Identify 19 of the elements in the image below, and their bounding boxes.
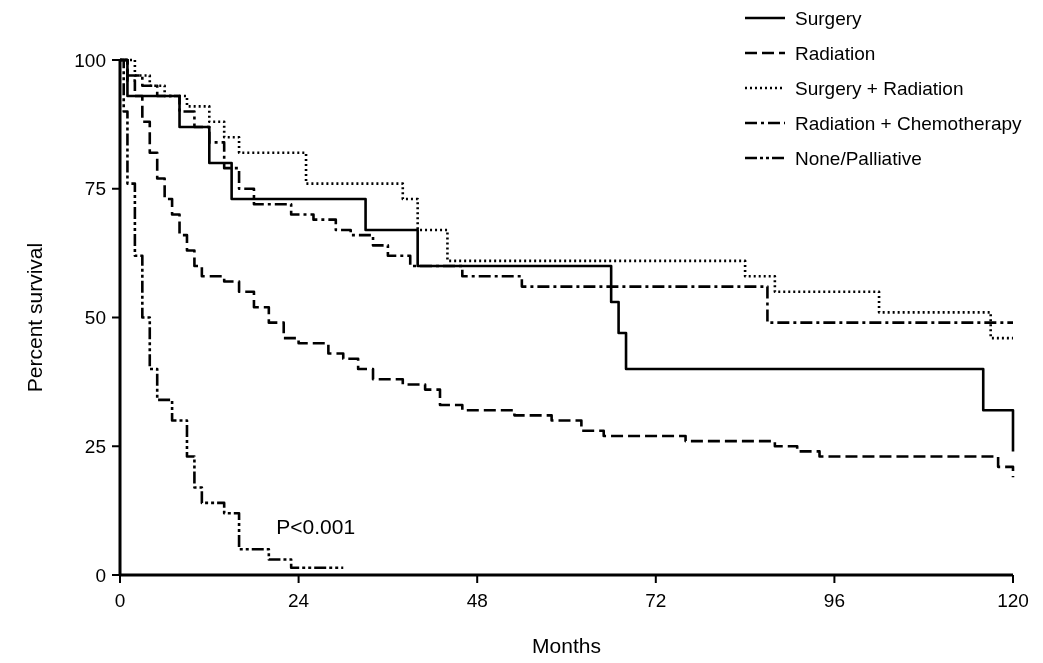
x-tick-label: 0 — [114, 590, 126, 611]
legend-label: Radiation — [795, 42, 876, 64]
x-tick-label: 48 — [466, 590, 488, 611]
y-tick-label: 0 — [95, 564, 106, 586]
legend-label: Surgery — [795, 7, 863, 29]
y-tick-label: 75 — [84, 178, 106, 200]
x-axis-title: Months — [532, 634, 601, 657]
x-tick-label: 120 — [997, 590, 1029, 611]
x-tick-label: 96 — [823, 590, 845, 611]
annotation: P<0.001 — [276, 514, 356, 538]
y-axis-title: Percent survival — [23, 242, 46, 393]
x-tick-label: 72 — [645, 590, 667, 611]
y-tick-label: 50 — [84, 307, 106, 329]
y-tick-label: 25 — [84, 435, 106, 457]
legend-label: None/Palliative — [795, 147, 922, 169]
legend-label: Surgery + Radiation — [795, 77, 964, 99]
legend-label: Radiation + Chemotherapy — [795, 112, 1023, 134]
x-tick-label: 24 — [288, 590, 310, 611]
y-tick-label: 100 — [74, 49, 106, 71]
